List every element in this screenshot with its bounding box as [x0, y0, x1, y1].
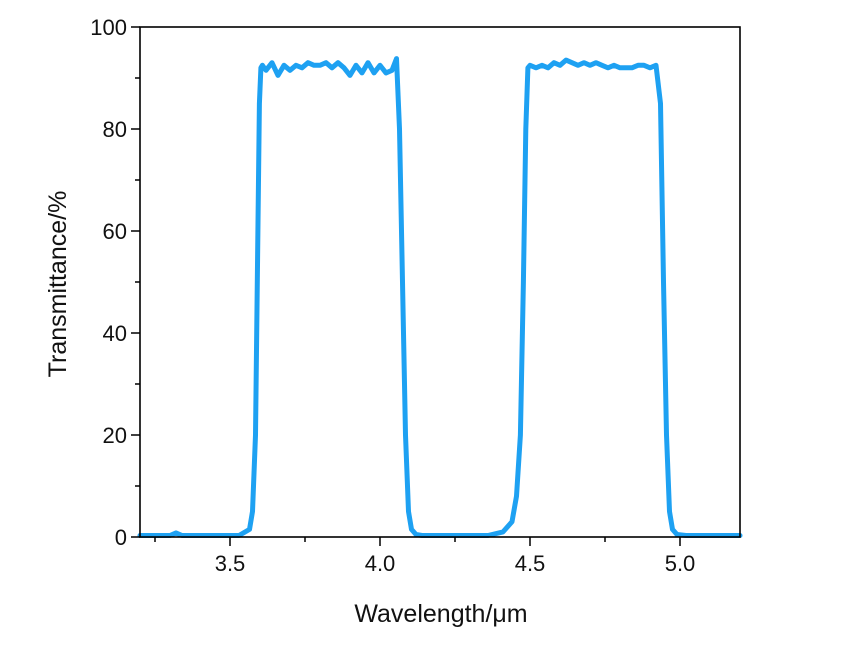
x-tick-label: 4.5 — [515, 551, 546, 576]
y-tick-label: 0 — [115, 525, 127, 550]
series-line-0 — [137, 56, 743, 538]
x-axis-label: Wavelength/μm — [354, 600, 527, 628]
y-tick-label: 80 — [103, 117, 127, 142]
plot-frame — [139, 26, 741, 538]
x-tick-label: 3.5 — [215, 551, 246, 576]
x-tick-label: 5.0 — [665, 551, 696, 576]
y-tick-label: 20 — [103, 423, 127, 448]
x-tick-label: 4.0 — [365, 551, 396, 576]
tick-labels: 3.5 4.0 4.5 5.0 0 20 40 60 80 100 — [90, 15, 695, 576]
axis-ticks — [131, 26, 681, 546]
y-tick-label: 40 — [103, 321, 127, 346]
y-tick-label: 100 — [90, 15, 127, 40]
plot-area — [137, 26, 743, 538]
y-tick-label: 60 — [103, 219, 127, 244]
y-axis-label: Transmittance/% — [44, 191, 72, 378]
